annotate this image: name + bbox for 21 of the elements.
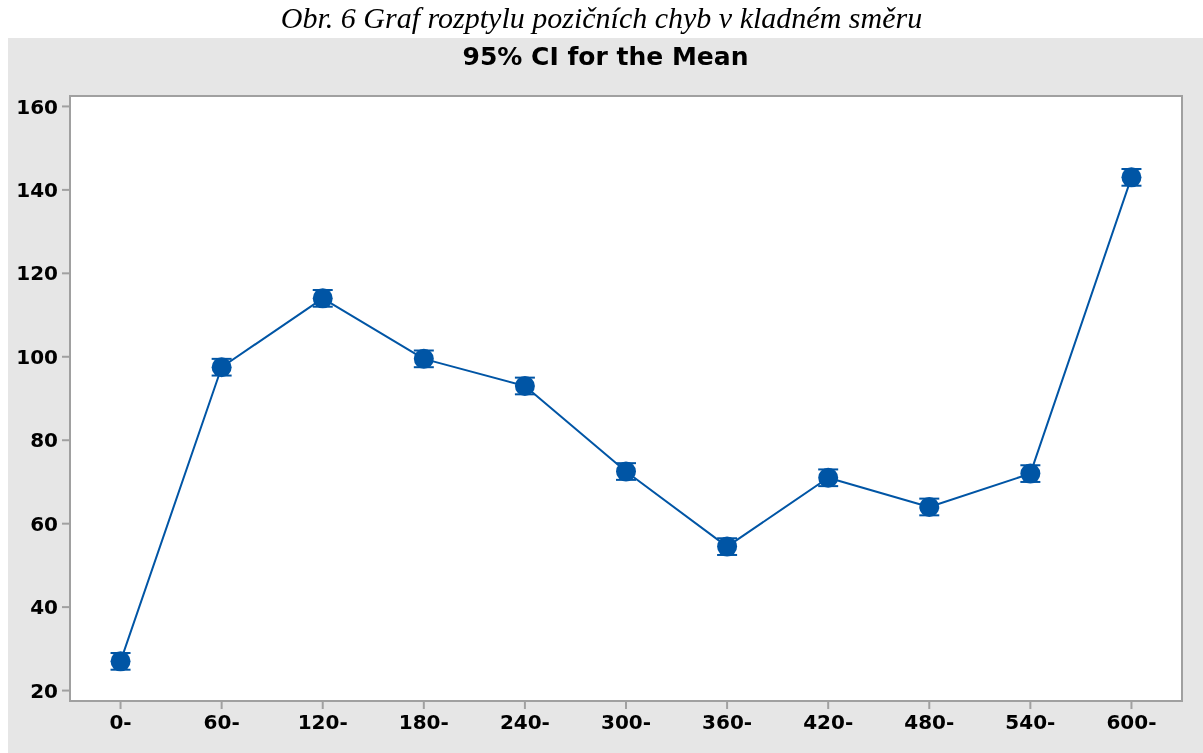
y-tick-label: 60	[30, 511, 58, 536]
x-tick-label: 60-	[203, 710, 240, 735]
x-tick-label: 240-	[499, 710, 550, 735]
x-tick-label: 180-	[398, 710, 449, 735]
y-tick-label: 140	[16, 177, 58, 202]
x-tick-label: 540-	[1005, 710, 1056, 735]
x-tick-label: 600-	[1106, 710, 1157, 735]
x-tick-label: 120-	[297, 710, 348, 735]
y-tick-label: 40	[30, 595, 58, 620]
x-tick-label: 480-	[904, 710, 955, 735]
y-tick-label: 120	[16, 261, 58, 286]
y-tick-label: 20	[30, 678, 58, 703]
y-tick-label: 80	[30, 428, 58, 453]
text: Obr. 6 Graf rozptylu pozičních chyb v kladném směru	[279, 0, 924, 36]
x-tick-label: 420-	[803, 710, 854, 735]
chart-title: 95% CI for the Mean	[461, 41, 750, 73]
y-tick-label: 160	[16, 94, 58, 119]
y-tick-label: 100	[16, 344, 58, 369]
x-tick-label: 300-	[600, 710, 652, 735]
x-tick-label: 360-	[702, 710, 753, 735]
x-tick-label: 0-	[109, 710, 132, 735]
